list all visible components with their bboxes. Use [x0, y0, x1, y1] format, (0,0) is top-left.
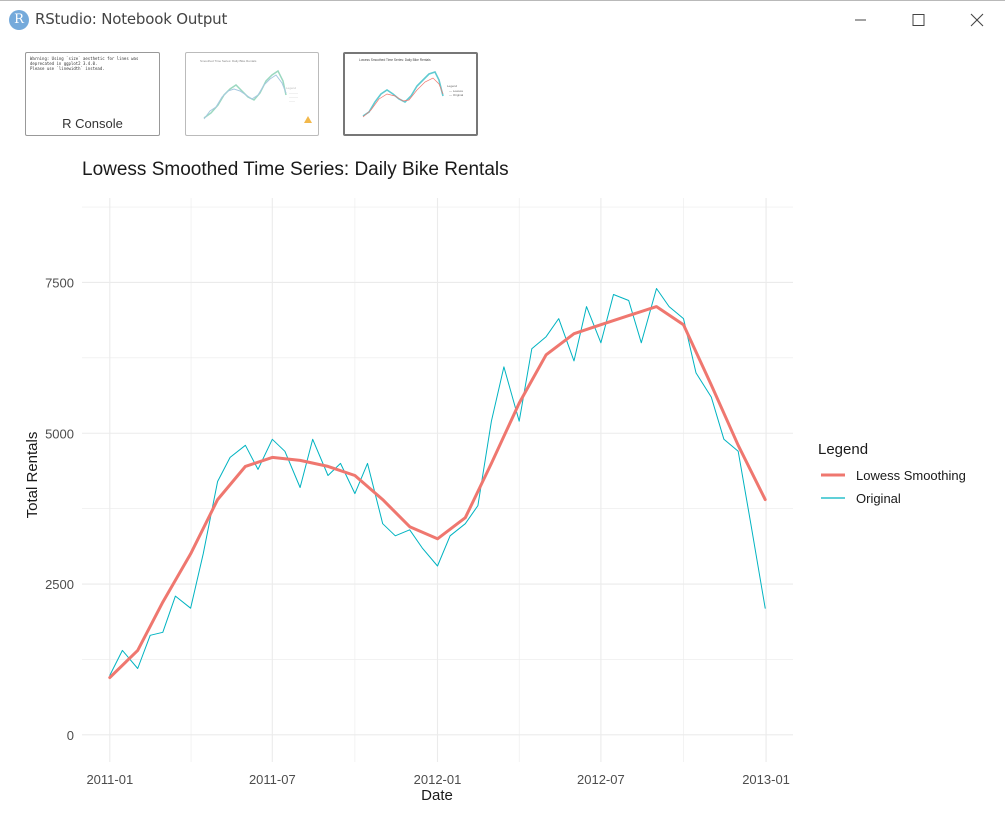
- y-tick-label: 2500: [45, 577, 74, 592]
- thumbnail-plot-1-preview: Smoothed Time Series: Daily Bike Rentals…: [200, 59, 312, 123]
- series-line-original: [109, 288, 766, 676]
- legend-title: Legend: [818, 441, 868, 458]
- window-title: RStudio: Notebook Output: [35, 10, 228, 28]
- x-tick-label: 2011-01: [86, 772, 133, 787]
- svg-text:— Lowess: — Lowess: [449, 89, 464, 93]
- close-icon[interactable]: [962, 9, 992, 31]
- x-tick-label: 2012-07: [577, 772, 625, 787]
- maximize-icon[interactable]: [903, 9, 933, 31]
- thumbnail-plot-1[interactable]: Smoothed Time Series: Daily Bike Rentals…: [185, 52, 319, 136]
- svg-text:——: ——: [289, 99, 295, 103]
- chart-title: Lowess Smoothed Time Series: Daily Bike …: [82, 159, 509, 180]
- chart-series: [108, 288, 767, 680]
- thumbnail-plot-2-title: Lowess Smoothed Time Series: Daily Bike …: [359, 58, 431, 62]
- x-tick-label: 2012-01: [414, 772, 462, 787]
- y-tick-label: 0: [67, 728, 74, 743]
- svg-text:———: ———: [289, 95, 298, 99]
- legend-label-lowess: Lowess Smoothing: [856, 468, 966, 483]
- y-tick-label: 5000: [45, 426, 74, 441]
- x-tick-label: 2013-01: [742, 772, 790, 787]
- minimize-icon[interactable]: [845, 9, 875, 31]
- thumbnail-r-console[interactable]: Warning: Using `size` aesthetic for line…: [25, 52, 160, 136]
- x-tick-label: 2011-07: [249, 772, 296, 787]
- x-axis-label: Date: [421, 787, 453, 804]
- y-axis-ticks: 0 2500 5000 7500: [45, 275, 74, 742]
- main-chart: Lowess Smoothed Time Series: Daily Bike …: [24, 159, 966, 804]
- svg-text:— Original: — Original: [449, 93, 464, 97]
- x-axis-ticks: 2011-01 2011-07 2012-01 2012-07 2013-01: [86, 772, 789, 787]
- thumbnail-plot-2-preview: Lowess Smoothed Time Series: Daily Bike …: [359, 58, 464, 118]
- svg-text:Legend: Legend: [447, 84, 457, 88]
- thumbnail-plot-1-title: Smoothed Time Series: Daily Bike Rentals: [200, 59, 257, 63]
- legend-label-original: Original: [856, 491, 901, 506]
- y-axis-label: Total Rentals: [24, 432, 41, 519]
- thumbnail-plot-2-selected[interactable]: Lowess Smoothed Time Series: Daily Bike …: [343, 52, 478, 136]
- legend: Legend Lowess Smoothing Original: [818, 441, 966, 506]
- title-bar: R RStudio: Notebook Output: [0, 0, 1005, 38]
- console-label: R Console: [62, 116, 123, 131]
- y-tick-label: 7500: [45, 275, 74, 290]
- warning-icon: [304, 116, 312, 123]
- chart-grid: [82, 198, 793, 762]
- svg-text:———: ———: [289, 91, 298, 95]
- svg-text:Legend: Legend: [286, 86, 296, 90]
- console-preview-text: Warning: Using `size` aesthetic for line…: [30, 56, 139, 71]
- series-line-lowess: [108, 305, 767, 680]
- rstudio-logo-icon: R: [9, 10, 29, 30]
